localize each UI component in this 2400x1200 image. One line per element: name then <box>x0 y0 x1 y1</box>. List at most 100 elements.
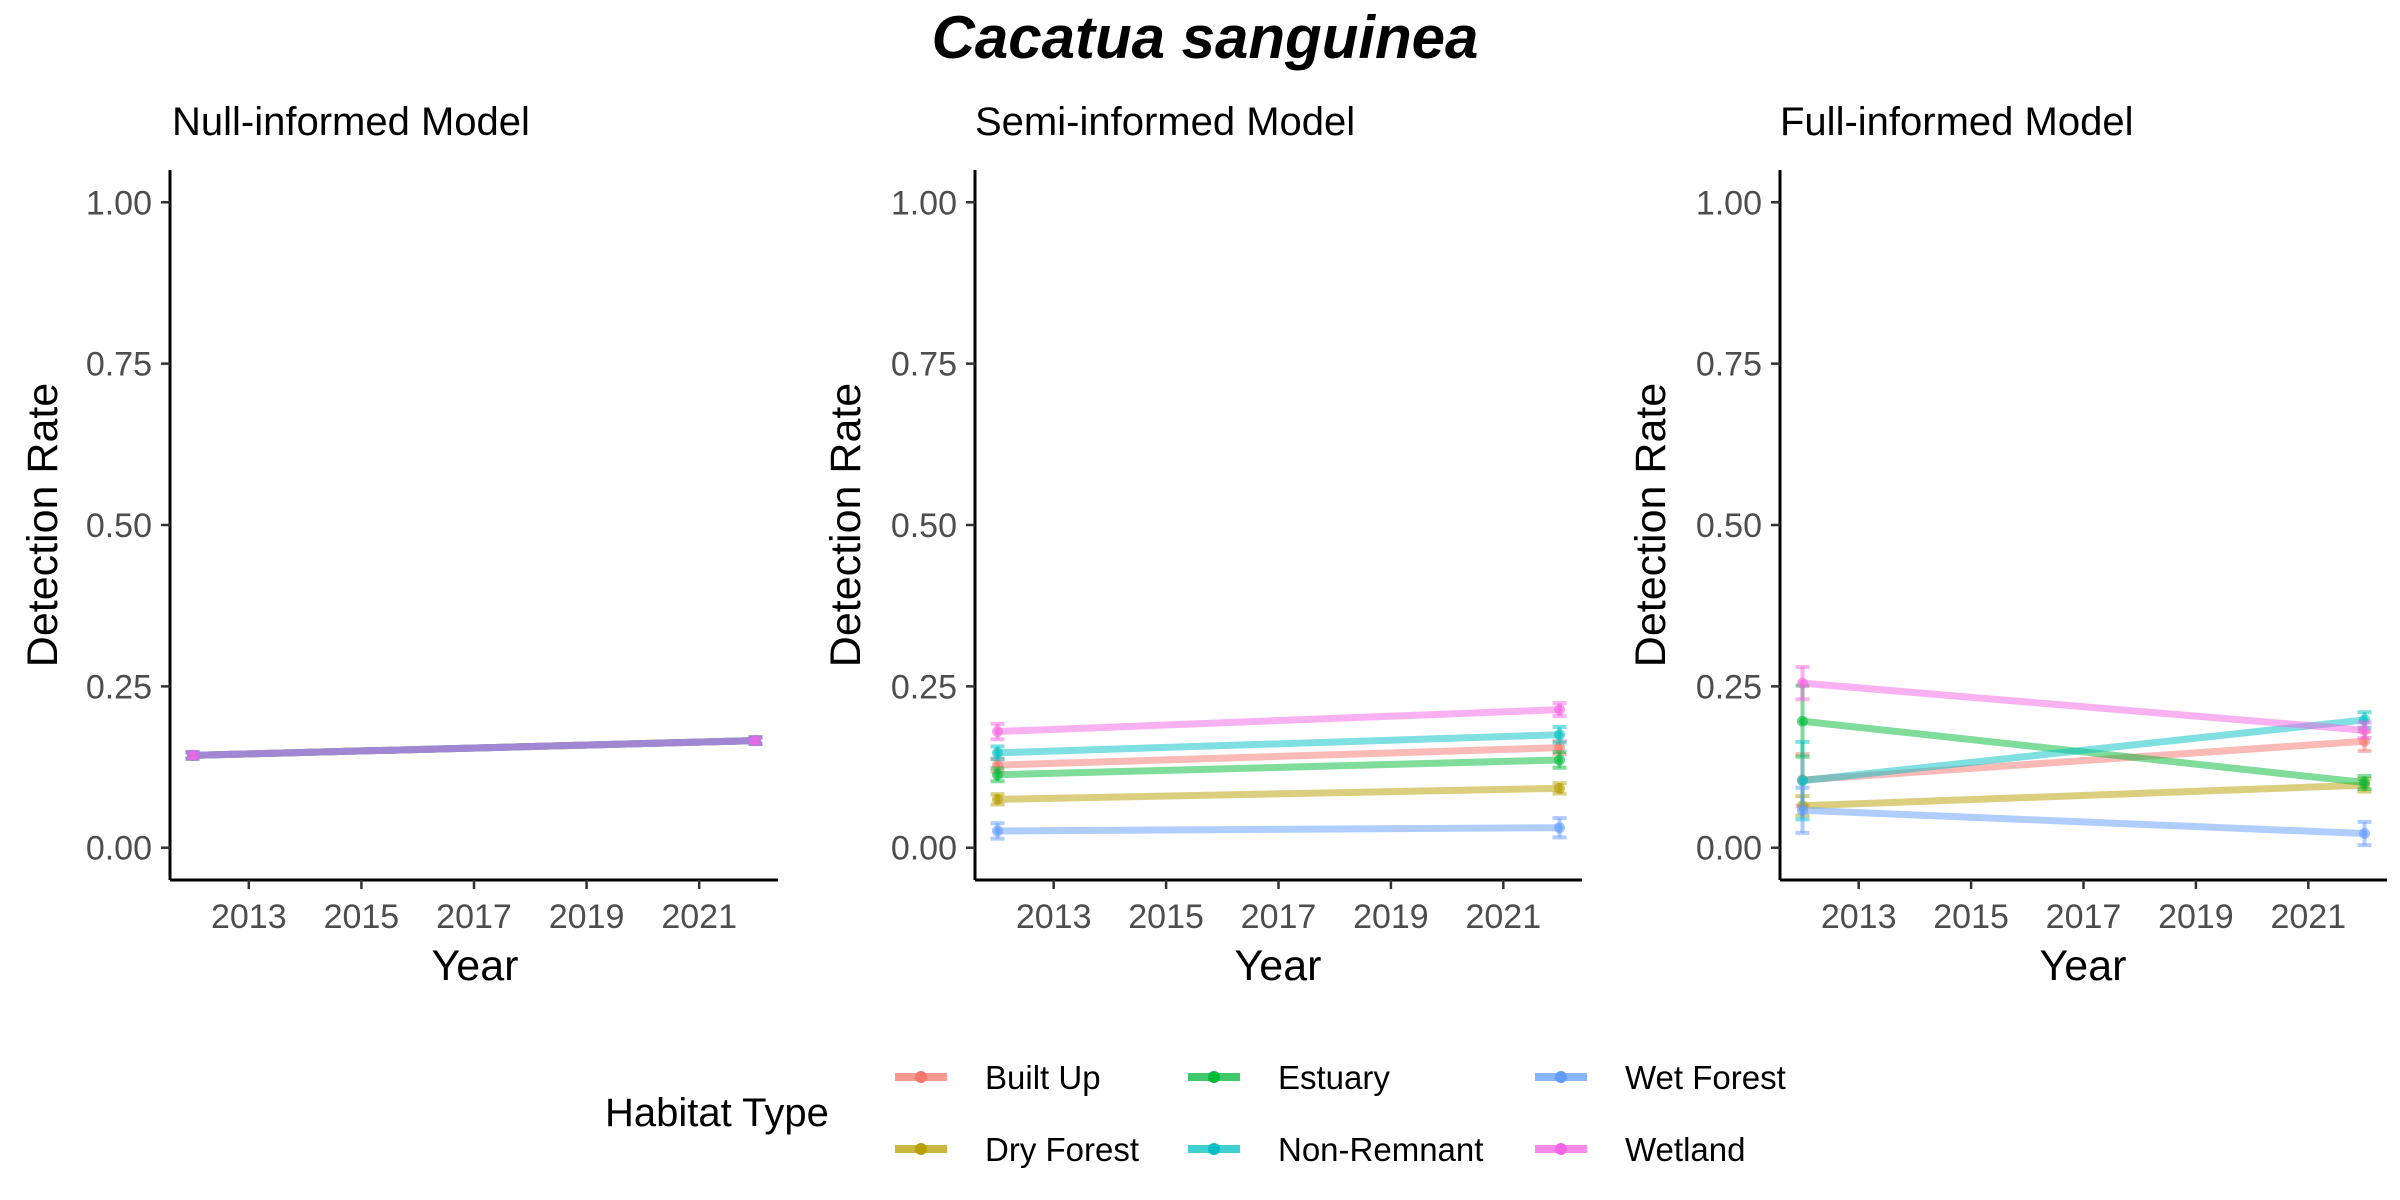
x-tick-label: 2021 <box>1465 898 1541 936</box>
data-point <box>1554 729 1566 741</box>
legend-label: Estuary <box>1278 1059 1390 1096</box>
panel-title: Semi-informed Model <box>975 100 1355 144</box>
data-point <box>991 769 1003 781</box>
series-dry-forest <box>990 781 1567 807</box>
x-tick-label: 2013 <box>1821 898 1897 936</box>
legend-key-point <box>1555 1143 1567 1155</box>
x-tick-label: 2015 <box>1128 898 1204 936</box>
data-point <box>991 726 1003 738</box>
series-line <box>993 744 1564 769</box>
series-wetland <box>185 735 763 761</box>
series-line <box>1798 716 2369 785</box>
y-tick-label: 0.75 <box>86 346 152 384</box>
data-point <box>1796 715 1808 727</box>
data-point <box>1554 782 1566 794</box>
y-tick-label: 0.25 <box>86 668 152 706</box>
y-tick-label: 0.00 <box>1696 830 1762 868</box>
x-tick-label: 2013 <box>1016 898 1092 936</box>
legend-item-estuary: Estuary <box>1188 1059 1390 1096</box>
panel-null-informed: Null-informed Model Detection Rate Year … <box>19 100 778 990</box>
y-axis-label: Detection Rate <box>1627 383 1675 667</box>
x-tick-label: 2021 <box>2270 898 2346 936</box>
series-line <box>1798 679 2369 734</box>
series-dry-forest <box>1795 776 2372 818</box>
axes: 0.00 0.25 0.50 0.75 1.00 2013 2015 2017 2019 2021 <box>1696 170 2387 936</box>
series-line <box>993 784 1564 803</box>
plot-marks <box>185 735 763 761</box>
legend-entries: Built Up Dry Forest Estuary Non-Remnant Wet … <box>895 1059 1786 1168</box>
x-axis-label: Year <box>432 942 519 990</box>
data-point <box>1554 754 1566 766</box>
x-tick-label: 2017 <box>1241 898 1317 936</box>
x-tick-label: 2015 <box>1933 898 2009 936</box>
data-point <box>991 747 1003 759</box>
x-tick-label: 2015 <box>324 898 400 936</box>
axes: 0.00 0.25 0.50 0.75 1.00 2013 2015 2017 2019 2021 <box>86 170 778 936</box>
y-tick-label: 1.00 <box>86 184 152 222</box>
x-tick-label: 2019 <box>1353 898 1429 936</box>
data-point <box>991 825 1003 837</box>
panel-title: Null-informed Model <box>172 100 530 144</box>
legend-label: Built Up <box>985 1059 1101 1096</box>
legend-item-wetland: Wetland <box>1535 1131 1745 1168</box>
legend-key-point <box>915 1071 927 1083</box>
legend-title: Habitat Type <box>605 1091 829 1135</box>
legend-label: Wetland <box>1625 1131 1745 1168</box>
legend-key-point <box>1208 1071 1220 1083</box>
series-line <box>1798 781 2369 810</box>
y-tick-label: 0.75 <box>891 346 957 384</box>
legend-label: Non-Remnant <box>1278 1131 1483 1168</box>
data-point <box>991 793 1003 805</box>
series-wetland <box>1795 665 2372 740</box>
series-line <box>993 706 1564 736</box>
y-tick-label: 0.75 <box>1696 346 1762 384</box>
plot-marks <box>1795 665 2372 848</box>
legend-item-built-up: Built Up <box>895 1059 1101 1096</box>
y-tick-label: 0.25 <box>1696 668 1762 706</box>
x-tick-label: 2017 <box>2046 898 2122 936</box>
y-tick-label: 0.50 <box>1696 507 1762 545</box>
x-tick-label: 2013 <box>211 898 287 936</box>
data-point <box>2359 828 2371 840</box>
y-tick-label: 0.00 <box>891 830 957 868</box>
data-point <box>749 735 761 747</box>
series-line <box>1798 806 2369 838</box>
series-line <box>993 731 1564 757</box>
panel-full-informed: Full-informed Model Detection Rate Year … <box>1627 100 2387 990</box>
data-point <box>187 749 199 761</box>
x-tick-label: 2019 <box>2158 898 2234 936</box>
x-axis-label: Year <box>2040 942 2127 990</box>
legend-label: Dry Forest <box>985 1131 1139 1168</box>
y-tick-label: 1.00 <box>891 184 957 222</box>
legend-key-point <box>1208 1143 1220 1155</box>
series-estuary <box>990 750 1567 784</box>
data-point <box>2359 724 2371 736</box>
data-point <box>1796 804 1808 816</box>
series-wet-forest <box>990 816 1567 841</box>
x-tick-label: 2017 <box>436 898 512 936</box>
legend: Habitat Type Built Up Dry Forest Estuary No… <box>605 1059 1786 1168</box>
x-tick-label: 2021 <box>661 898 737 936</box>
panel-title: Full-informed Model <box>1780 100 2133 144</box>
data-point <box>1554 822 1566 834</box>
legend-label: Wet Forest <box>1625 1059 1786 1096</box>
plot-marks <box>990 701 1567 841</box>
axes: 0.00 0.25 0.50 0.75 1.00 2013 2015 2017 2019 2021 <box>891 170 1582 936</box>
data-point <box>2359 777 2371 789</box>
legend-item-dry-forest: Dry Forest <box>895 1131 1139 1168</box>
series-line <box>189 737 759 759</box>
data-point <box>1796 775 1808 787</box>
series-non-remnant <box>990 725 1567 762</box>
series-line <box>993 824 1564 835</box>
y-tick-label: 0.50 <box>86 507 152 545</box>
panel-semi-informed: Semi-informed Model Detection Rate Year … <box>822 100 1582 990</box>
y-tick-label: 1.00 <box>1696 184 1762 222</box>
figure-title: Cacatua sanguinea <box>932 4 1479 71</box>
data-point <box>1796 677 1808 689</box>
legend-key-point <box>1555 1071 1567 1083</box>
y-tick-label: 0.25 <box>891 668 957 706</box>
data-point <box>1554 704 1566 716</box>
x-tick-label: 2019 <box>549 898 625 936</box>
legend-key-point <box>915 1143 927 1155</box>
